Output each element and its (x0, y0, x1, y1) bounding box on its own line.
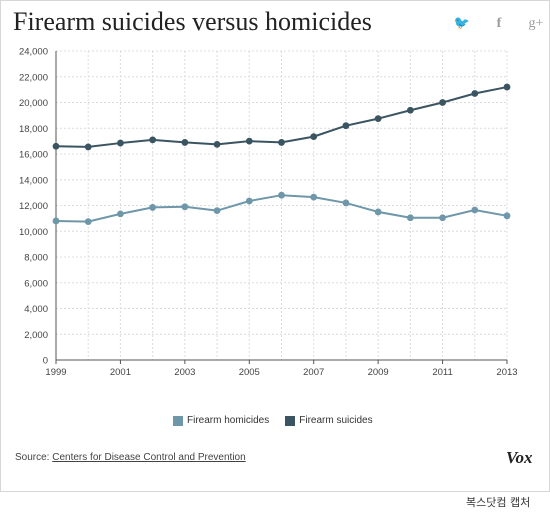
data-point-firearm-suicides (374, 115, 382, 122)
data-point-firearm-homicides (245, 197, 253, 205)
y-tick-label: 16,000 (19, 150, 48, 161)
data-point-firearm-suicides (213, 140, 221, 148)
x-tick-label: 2009 (368, 367, 389, 378)
y-tick-label: 12,000 (19, 201, 48, 212)
y-tick-label: 8,000 (24, 253, 48, 264)
chart-legend: Firearm homicides Firearm suicides (173, 415, 389, 426)
y-tick-label: 24,000 (19, 47, 48, 58)
x-tick-label: 2003 (174, 367, 195, 378)
x-tick-label: 2011 (432, 367, 452, 378)
data-point-firearm-homicides (503, 212, 511, 220)
data-point-firearm-homicides (181, 203, 189, 211)
data-point-firearm-suicides (342, 122, 350, 130)
data-point-firearm-homicides (149, 204, 157, 211)
data-point-firearm-suicides (406, 106, 414, 114)
data-point-firearm-homicides (342, 199, 350, 207)
line-chart: 0 2,000 4,000 6,000 8,000 10,000 12,000 14,000 1… (19, 47, 518, 379)
y-tick-label: 4,000 (24, 304, 48, 315)
data-point-firearm-suicides (439, 99, 446, 106)
data-point-firearm-suicides (181, 139, 189, 146)
chart-title: Firearm suicides versus homicides (13, 7, 372, 36)
data-point-firearm-suicides (503, 83, 511, 91)
vox-logo: Vox (506, 448, 533, 467)
data-point-firearm-suicides (149, 136, 157, 144)
data-point-firearm-homicides (406, 214, 414, 222)
data-point-firearm-homicides (117, 210, 124, 218)
data-point-firearm-suicides (278, 139, 285, 146)
data-point-firearm-homicides (278, 191, 285, 199)
facebook-icon[interactable]: f (496, 16, 502, 31)
data-point-firearm-homicides (84, 218, 92, 225)
source-link[interactable]: Centers for Disease Control and Preventi… (52, 452, 246, 463)
y-tick-label: 18,000 (19, 124, 48, 135)
data-point-firearm-suicides (52, 142, 60, 150)
y-tick-label: 20,000 (19, 98, 48, 109)
legend-item-suicides: Firearm suicides (285, 415, 373, 426)
google-plus-icon[interactable]: g+ (528, 16, 544, 31)
capture-credit: 복스닷컴 캡처 (466, 496, 531, 509)
y-tick-label: 14,000 (19, 175, 48, 186)
data-point-firearm-suicides (471, 90, 479, 97)
y-tick-label: 10,000 (19, 227, 48, 238)
source-note: Source: Centers for Disease Control and … (15, 452, 246, 463)
legend-item-homicides: Firearm homicides (173, 415, 269, 426)
data-point-firearm-homicides (374, 208, 382, 216)
data-point-firearm-suicides (310, 133, 318, 141)
data-point-firearm-homicides (471, 206, 479, 214)
x-tick-label: 1999 (45, 367, 66, 378)
data-point-firearm-homicides (310, 193, 318, 201)
y-tick-label: 2,000 (24, 330, 48, 341)
legend-swatch-homicides (173, 415, 183, 426)
y-tick-label: 22,000 (19, 72, 48, 83)
x-tick-label: 2007 (303, 367, 324, 378)
data-point-firearm-suicides (245, 137, 253, 145)
y-tick-label: 0 (43, 356, 48, 367)
x-tick-label: 2001 (110, 367, 131, 378)
twitter-icon[interactable]: 🐦 (453, 16, 471, 31)
y-tick-label: 6,000 (24, 278, 48, 289)
data-point-firearm-homicides (52, 217, 60, 225)
legend-label-suicides: Firearm suicides (299, 415, 373, 426)
legend-swatch-suicides (285, 415, 296, 426)
data-point-firearm-homicides (213, 207, 221, 215)
x-tick-label: 2005 (239, 367, 260, 378)
data-point-firearm-suicides (117, 139, 124, 147)
legend-label-homicides: Firearm homicides (187, 415, 270, 426)
chart-card: Firearm suicides versus homicides 🐦 f g+… (0, 0, 550, 492)
x-tick-label: 2013 (496, 367, 517, 378)
data-point-firearm-homicides (439, 214, 446, 222)
source-prefix: Source: (15, 452, 50, 463)
data-point-firearm-suicides (84, 143, 92, 151)
